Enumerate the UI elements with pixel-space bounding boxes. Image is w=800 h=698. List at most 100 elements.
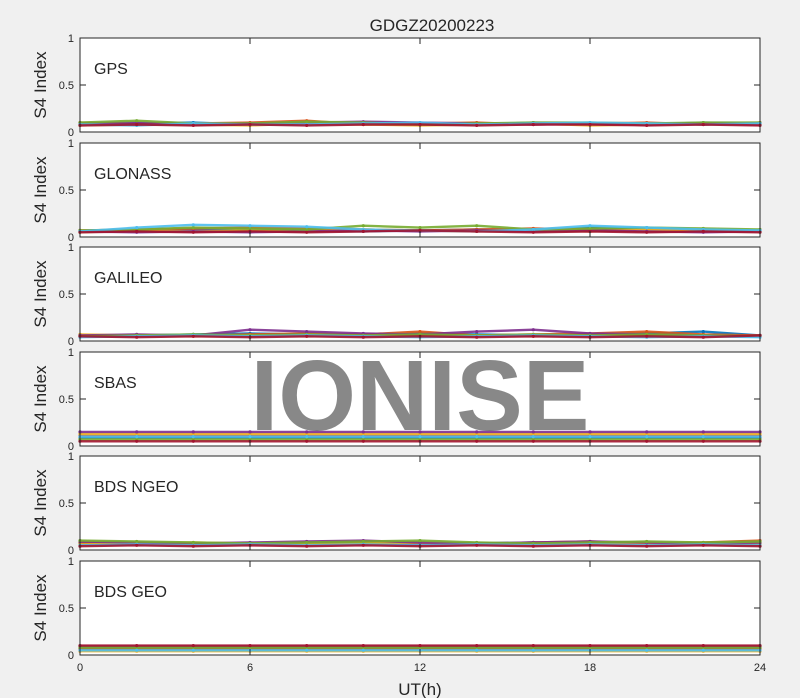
y-tick-label: 0.5	[59, 498, 74, 510]
panel-2: 0 0.5 1 GLONASS S4 Index	[31, 138, 762, 244]
data-point	[701, 648, 705, 652]
panel-label: BDS GEO	[94, 584, 167, 601]
data-point	[645, 544, 649, 548]
data-point	[305, 334, 309, 338]
x-tick-label: 24	[754, 662, 766, 674]
data-point	[135, 119, 139, 123]
y-tick-label: 0.5	[59, 394, 74, 406]
data-point	[531, 435, 535, 439]
y-tick-label: 0	[68, 336, 74, 348]
y-tick-label: 1	[68, 242, 74, 254]
data-point	[475, 543, 479, 547]
data-point	[305, 648, 309, 652]
data-point	[135, 335, 139, 339]
watermark: IONISE	[251, 340, 590, 452]
data-point	[645, 123, 649, 127]
data-point	[418, 330, 422, 334]
y-tick-label: 0	[68, 127, 74, 139]
data-point	[191, 223, 195, 227]
data-point	[135, 439, 139, 443]
y-tick-label: 1	[68, 451, 74, 463]
data-point	[135, 539, 139, 544]
data-point	[588, 435, 592, 439]
data-point	[361, 439, 365, 443]
data-point	[361, 435, 365, 439]
data-point	[135, 435, 139, 439]
panel-1: 0 0.5 1 GPS S4 Index	[31, 33, 762, 139]
data-point	[645, 439, 649, 443]
plot-area	[80, 247, 760, 341]
data-point	[191, 230, 195, 234]
data-point	[531, 644, 535, 648]
plot-area	[80, 561, 760, 655]
panel-4: 0 0.5 1 SBAS S4 Index	[31, 347, 762, 453]
data-point	[191, 540, 195, 545]
data-point	[305, 330, 309, 334]
y-tick-label: 0.5	[59, 603, 74, 615]
data-point	[588, 224, 592, 228]
y-tick-label: 1	[68, 33, 74, 45]
data-point	[418, 539, 422, 543]
data-point	[645, 648, 649, 652]
y-axis-label: S4 Index	[31, 365, 50, 433]
data-point	[191, 648, 195, 652]
data-point	[191, 435, 195, 439]
data-point	[701, 122, 705, 127]
y-tick-label: 0	[68, 441, 74, 453]
panel-label: SBAS	[94, 375, 137, 392]
y-axis-label: S4 Index	[31, 156, 50, 224]
chart-title: GDGZ20200223	[370, 16, 495, 35]
data-point	[135, 229, 139, 233]
data-point	[361, 430, 365, 434]
data-point	[531, 430, 535, 434]
panel-3: 0 0.5 1 GALILEO S4 Index	[31, 242, 762, 348]
panel-label: GLONASS	[94, 166, 171, 183]
panel-label: GALILEO	[94, 270, 162, 287]
data-point	[361, 648, 365, 652]
data-point	[701, 435, 705, 439]
data-point	[361, 122, 365, 127]
x-tick-label: 6	[247, 662, 253, 674]
data-point	[701, 430, 705, 434]
data-point	[248, 226, 252, 231]
data-point	[531, 122, 535, 127]
data-point	[701, 439, 705, 443]
data-point	[191, 544, 195, 548]
data-point	[475, 335, 479, 339]
y-tick-label: 0	[68, 232, 74, 244]
panel-6: 0 0.5 1 0 6 12 18 24 BDS GEO S4 Index	[31, 556, 766, 674]
data-point	[701, 644, 705, 648]
data-point	[645, 644, 649, 648]
data-point	[645, 230, 649, 234]
y-tick-label: 0.5	[59, 80, 74, 92]
data-point	[588, 430, 592, 434]
plot-area	[80, 38, 760, 132]
data-point	[418, 226, 422, 230]
data-point	[248, 224, 252, 228]
data-point	[135, 122, 139, 127]
data-point	[248, 430, 252, 434]
panel-5: 0 0.5 1 BDS NGEO S4 Index	[31, 451, 762, 557]
data-point	[531, 648, 535, 652]
data-point	[248, 328, 252, 332]
data-point	[475, 430, 479, 434]
data-point	[305, 644, 309, 648]
data-point	[305, 123, 309, 127]
data-point	[588, 226, 592, 231]
data-point	[191, 334, 195, 338]
data-point	[305, 430, 309, 434]
data-point	[305, 544, 309, 548]
data-point	[248, 122, 252, 127]
data-point	[191, 430, 195, 434]
x-axis-label: UT(h)	[398, 680, 441, 698]
plot-area	[80, 143, 760, 237]
data-point	[645, 435, 649, 439]
data-point	[475, 224, 479, 228]
data-point	[588, 122, 592, 127]
data-point	[531, 544, 535, 548]
data-point	[191, 644, 195, 648]
y-tick-label: 0.5	[59, 289, 74, 301]
data-point	[701, 330, 705, 334]
data-point	[645, 334, 649, 338]
